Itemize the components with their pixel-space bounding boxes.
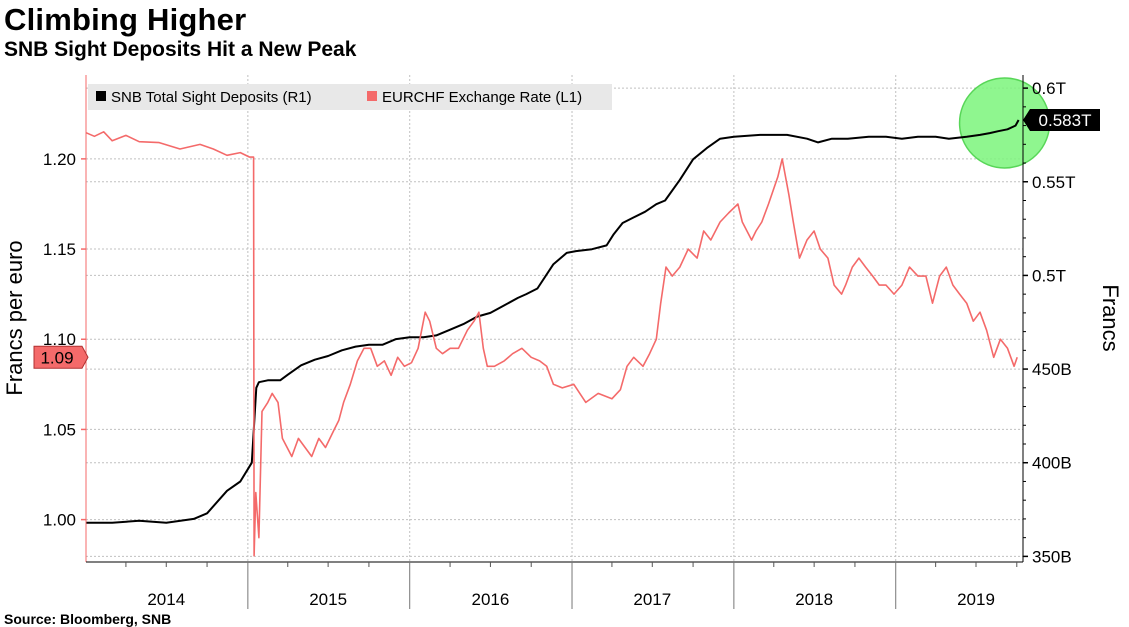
x-axis-tick-label: 2019 [957,590,995,609]
x-axis-tick-label: 2015 [309,590,347,609]
y-axis-right-tick-label: 400B [1032,454,1072,473]
last-value-label-deposits: 0.583T [1039,111,1092,130]
legend-background [88,84,612,110]
legend-swatch-eurchf [367,91,377,101]
y-axis-right-tick-label: 450B [1032,360,1072,379]
axes: 1.00 1.05 1.10 1.15 1.20 350B 400B 450B 0.5T 0.55… [33,75,1100,609]
legend: SNB Total Sight Deposits (R1) EURCHF Exc… [88,84,612,110]
last-value-tag-deposits [1023,108,1100,131]
y-axis-right-title: Francs [1098,284,1123,351]
source-note: Source: Bloomberg, SNB [4,611,172,627]
y-axis-left-tick-label: 1.15 [43,240,76,259]
y-axis-left-tick-label: 1.20 [43,150,76,169]
y-axis-left-tick-label: 1.05 [43,420,76,439]
y-axis-left-tick-label: 1.00 [43,511,76,530]
x-axis-tick-label: 2018 [795,590,833,609]
series-line-deposits [86,119,1020,524]
last-value-tag-eurchf [33,345,89,369]
last-value-label-eurchf: 1.09 [40,348,73,367]
y-axis-right-tick-label: 0.55T [1032,173,1075,192]
y-axis-left-tick-label: 1.10 [43,330,76,349]
x-axis-tick-label: 2014 [147,590,185,609]
grid [86,75,1023,562]
x-axis-tick-label: 2017 [633,590,671,609]
legend-label-eurchf: EURCHF Exchange Rate (L1) [382,89,582,106]
y-axis-right-tick-label: 350B [1032,547,1072,566]
x-axis-tick-label: 2016 [472,590,510,609]
y-axis-right-tick-label: 0.6T [1032,79,1066,98]
legend-swatch-deposits [96,91,106,101]
series-line-eurchf [85,131,1018,557]
legend-label-deposits: SNB Total Sight Deposits (R1) [111,89,312,106]
y-axis-right-tick-label: 0.5T [1032,266,1066,285]
chart-subtitle: SNB Sight Deposits Hit a New Peak [4,38,357,61]
y-axis-left-title: Francs per euro [2,240,27,395]
chart-title: Climbing Higher [4,2,247,37]
series-lines [85,119,1020,557]
